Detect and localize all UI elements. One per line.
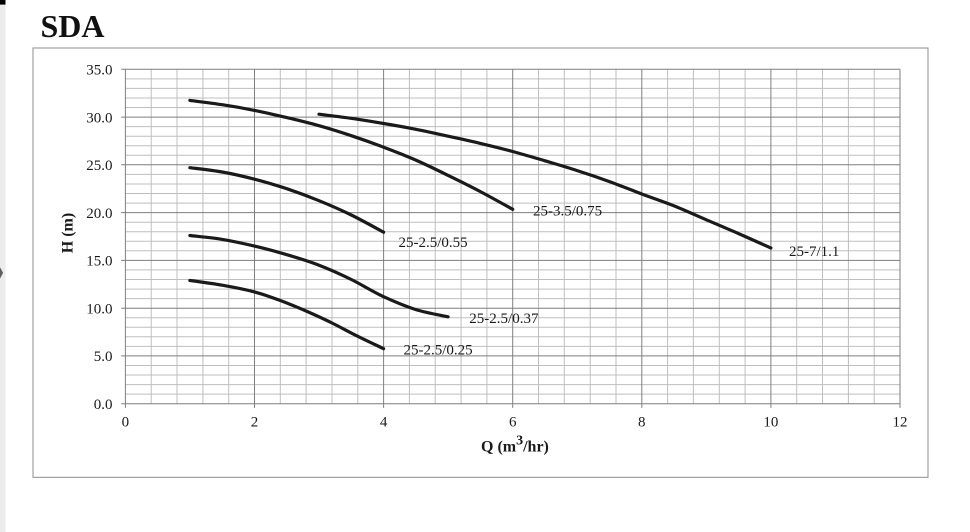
svg-text:5.0: 5.0 [94,349,113,365]
svg-text:25-2.5/0.25: 25-2.5/0.25 [404,342,473,358]
svg-text:4: 4 [380,415,388,431]
svg-text:15.0: 15.0 [86,254,112,270]
svg-text:2: 2 [251,415,259,431]
svg-text:SDA: SDA [41,8,105,44]
svg-text:8: 8 [638,415,646,431]
svg-text:20.0: 20.0 [86,206,112,222]
svg-text:35.0: 35.0 [86,63,112,79]
svg-text:Q (m3/hr): Q (m3/hr) [481,434,549,456]
svg-text:25-2.5/0.37: 25-2.5/0.37 [469,311,539,327]
svg-text:30.0: 30.0 [86,110,112,126]
svg-text:10: 10 [763,415,778,431]
svg-text:0: 0 [122,415,130,431]
svg-text:25-2.5/0.55: 25-2.5/0.55 [399,235,468,251]
svg-text:12: 12 [893,415,908,431]
svg-text:25-7/1.1: 25-7/1.1 [789,244,839,260]
svg-text:0.0: 0.0 [94,397,113,413]
svg-text:H (m): H (m) [60,213,77,253]
svg-text:6: 6 [509,415,517,431]
svg-text:25-3.5/0.75: 25-3.5/0.75 [533,203,602,219]
svg-text:25.0: 25.0 [86,158,112,174]
svg-text:10.0: 10.0 [86,302,112,318]
